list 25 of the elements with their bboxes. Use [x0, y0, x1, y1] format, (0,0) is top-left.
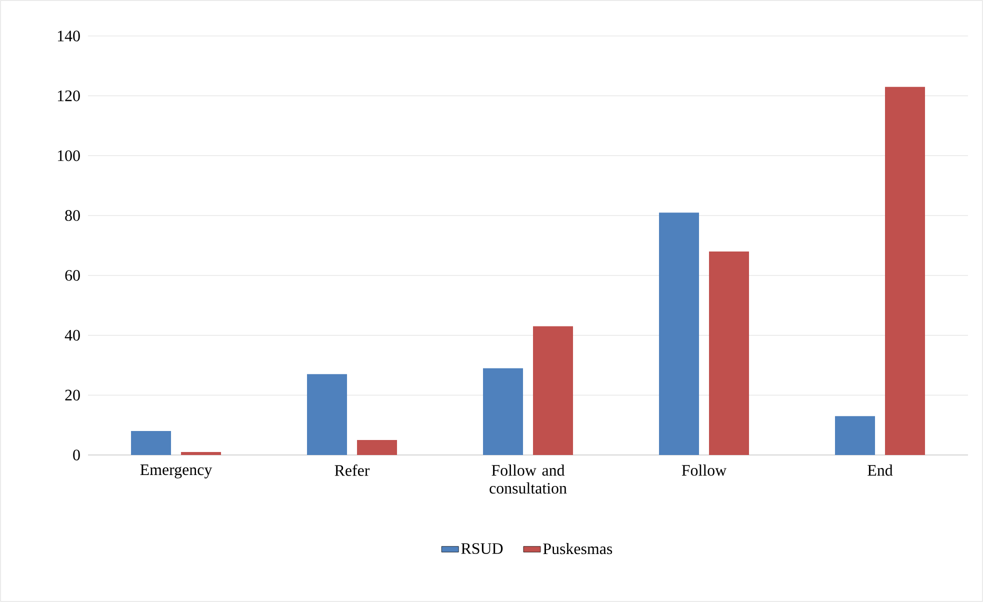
x-tick-label: End [868, 464, 893, 476]
bar [131, 431, 172, 455]
bar [533, 326, 574, 455]
y-tick-label: 80 [65, 210, 80, 221]
y-tick-label: 40 [64, 330, 80, 341]
y-tick-label: 20 [65, 390, 80, 401]
bar [709, 251, 750, 455]
bar [885, 86, 926, 455]
y-tick-label: 140 [58, 30, 80, 42]
legend-label: RSUD [461, 543, 503, 554]
legend-label: Puskesmas [543, 542, 612, 554]
bar [659, 212, 700, 455]
y-tick-label: 60 [65, 270, 80, 281]
x-tick-label: Emergency [140, 464, 212, 478]
bar [181, 452, 222, 455]
bar [357, 440, 398, 455]
x-tick-label: Refer [334, 464, 370, 476]
y-tick-label: 120 [58, 90, 80, 102]
y-tick-label: 0 [73, 450, 80, 460]
bar [835, 416, 876, 455]
x-tick-label: Follow [682, 464, 727, 476]
bar [307, 374, 348, 455]
x-tick-label: Follow and consultation [490, 464, 567, 494]
y-tick-label: 100 [58, 150, 80, 162]
bar [483, 368, 524, 455]
